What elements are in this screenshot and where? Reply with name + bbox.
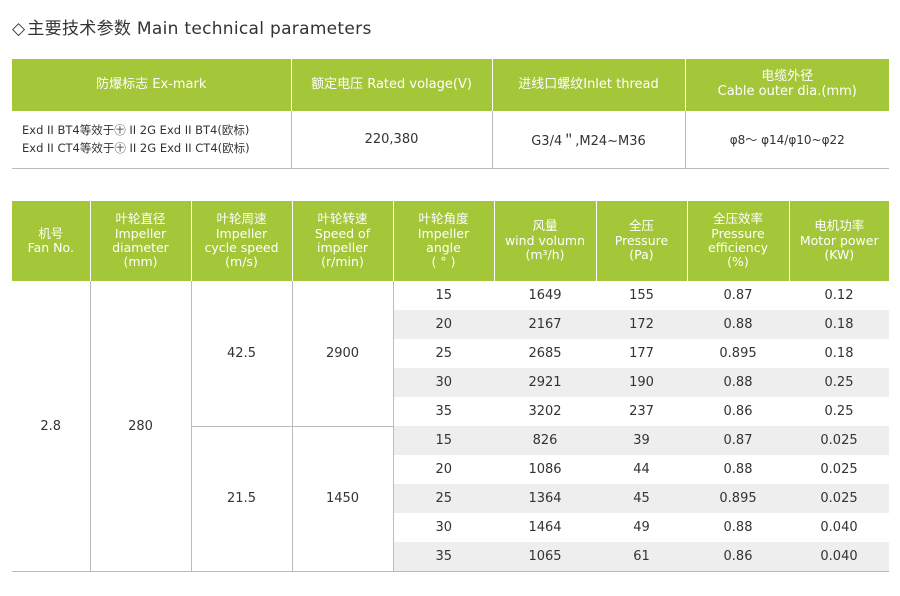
table-row: 25 1364 45 0.895 0.025: [12, 484, 889, 513]
efficiency-cell: 0.895: [719, 346, 757, 361]
cable-outer-dia-cell: φ8～ φ14/φ10~φ22: [684, 111, 889, 169]
efficiency-cell: 0.86: [723, 404, 753, 419]
performance-table: 机号 Fan No. 叶轮直径 Impeller diameter (mm) 叶…: [12, 201, 889, 572]
rotation-speed-cell: 1450: [292, 426, 394, 572]
efficiency-cell: 0.87: [723, 288, 753, 303]
header-fan-no: 机号 Fan No.: [12, 201, 91, 281]
ex-mark-line: Exd II CT4等效于㊉ II 2G Exd II CT4(欧标): [22, 140, 250, 155]
rated-voltage-cell: 220,380: [290, 111, 492, 169]
header-impeller-angle: 叶轮角度 Impeller angle ( ° ): [393, 201, 495, 281]
header-pressure: 全压 Pressure (Pa): [596, 201, 688, 281]
impeller-diameter-cell: 280: [90, 281, 192, 572]
wind-volume-cell: 2921: [494, 368, 596, 397]
efficiency-cell: 0.895: [687, 484, 789, 513]
rotation-speed-cell: 2900: [292, 281, 394, 427]
spec-table-header-row: 防爆标志 Ex-mark 额定电压 Rated volage(V) 进线口螺纹I…: [12, 59, 889, 111]
ex-mark-cell: Exd II BT4等效于㊉ II 2G Exd II BT4(欧标) Exd …: [12, 111, 291, 169]
motor-power-cell: 0.025: [820, 462, 858, 477]
wind-volume-cell: 2685: [528, 346, 562, 361]
efficiency-cell: 0.88: [723, 520, 753, 535]
wind-volume-cell: 2167: [494, 310, 596, 339]
motor-power-cell: 0.040: [820, 520, 858, 535]
pressure-cell: 177: [629, 346, 654, 361]
efficiency-cell: 0.88: [687, 368, 789, 397]
motor-power-cell: 0.025: [789, 426, 889, 455]
wind-volume-cell: 1649: [528, 288, 562, 303]
table-row: 35 3202 237 0.86 0.25: [12, 397, 889, 426]
ex-mark-line: Exd II BT4等效于㊉ II 2G Exd II BT4(欧标): [22, 122, 250, 137]
header-efficiency: 全压效率 Pressure efficiency (%): [687, 201, 790, 281]
wind-volume-cell: 1464: [528, 520, 562, 535]
table-row: 20 2167 172 0.88 0.18: [12, 310, 889, 339]
table-row: 20 1086 44 0.88 0.025: [12, 455, 889, 484]
inlet-thread-cell: G3/4＂,M24~M36: [491, 111, 685, 169]
angle-cell: 20: [393, 310, 494, 339]
pressure-cell: 49: [633, 520, 650, 535]
motor-power-cell: 0.12: [824, 288, 854, 303]
pressure-cell: 155: [629, 288, 654, 303]
efficiency-cell: 0.87: [687, 426, 789, 455]
pressure-cell: 61: [596, 542, 687, 572]
table-row: 25 2685 177 0.895 0.18: [12, 339, 889, 368]
efficiency-cell: 0.88: [687, 310, 789, 339]
pressure-cell: 190: [596, 368, 687, 397]
header-inlet-thread: 进线口螺纹Inlet thread: [492, 59, 686, 111]
table-row: 21.5 1450 15 826 39 0.87 0.025: [12, 426, 889, 572]
pressure-cell: 45: [596, 484, 687, 513]
motor-power-cell: 0.25: [789, 368, 889, 397]
wind-volume-cell: 1065: [494, 542, 596, 572]
efficiency-cell: 0.88: [723, 462, 753, 477]
header-rated-voltage: 额定电压 Rated volage(V): [291, 59, 493, 111]
pressure-cell: 172: [596, 310, 687, 339]
spec-table-row: Exd II BT4等效于㊉ II 2G Exd II BT4(欧标) Exd …: [12, 111, 889, 169]
page-title-text: 主要技术参数 Main technical parameters: [27, 19, 372, 39]
fan-no-cell: 2.8: [12, 281, 91, 572]
motor-power-cell: 0.025: [789, 484, 889, 513]
angle-cell: 30: [393, 368, 494, 397]
performance-table-header-row: 机号 Fan No. 叶轮直径 Impeller diameter (mm) 叶…: [12, 201, 889, 281]
angle-cell: 35: [393, 542, 494, 572]
header-wind-volume: 风量 wind volumn (m³/h): [494, 201, 597, 281]
wind-volume-cell: 1086: [528, 462, 562, 477]
motor-power-cell: 0.18: [824, 346, 854, 361]
pressure-cell: 237: [629, 404, 654, 419]
cycle-speed-cell: 42.5: [191, 281, 293, 427]
pressure-cell: 44: [633, 462, 650, 477]
header-motor-power: 电机功率 Motor power (KW): [789, 201, 889, 281]
motor-power-cell: 0.25: [824, 404, 854, 419]
page-title: ◇ 主要技术参数 Main technical parameters: [12, 14, 372, 39]
angle-cell: 25: [393, 484, 494, 513]
table-row: 2.8 280 42.5 2900 15 1649 155 0.87 0.12: [12, 281, 889, 572]
motor-power-cell: 0.040: [789, 542, 889, 572]
cycle-speed-cell: 21.5: [191, 426, 293, 572]
header-rotation-speed: 叶轮转速 Speed of impeller (r/min): [292, 201, 394, 281]
wind-volume-cell: 3202: [528, 404, 562, 419]
pressure-cell: 39: [596, 426, 687, 455]
angle-cell: 35: [435, 404, 453, 419]
angle-cell: 20: [435, 462, 453, 477]
table-row: 35 1065 61 0.86 0.040: [12, 542, 889, 572]
diamond-icon: ◇: [12, 19, 26, 39]
header-cable-outer-dia: 电缆外径 Cable outer dia.(mm): [685, 59, 889, 111]
table-row: 30 1464 49 0.88 0.040: [12, 513, 889, 542]
spec-table: 防爆标志 Ex-mark 额定电压 Rated volage(V) 进线口螺纹I…: [12, 59, 889, 169]
angle-cell: 30: [435, 520, 453, 535]
wind-volume-cell: 826: [494, 426, 596, 455]
angle-cell: 25: [435, 346, 453, 361]
efficiency-cell: 0.86: [687, 542, 789, 572]
header-impeller-diameter: 叶轮直径 Impeller diameter (mm): [90, 201, 192, 281]
motor-power-cell: 0.18: [789, 310, 889, 339]
header-ex-mark: 防爆标志 Ex-mark: [12, 59, 292, 111]
angle-cell: 15: [435, 288, 453, 303]
header-cycle-speed: 叶轮周速 Impeller cycle speed (m/s): [191, 201, 293, 281]
angle-cell: 15: [393, 426, 494, 455]
table-row: 30 2921 190 0.88 0.25: [12, 368, 889, 397]
wind-volume-cell: 1364: [494, 484, 596, 513]
